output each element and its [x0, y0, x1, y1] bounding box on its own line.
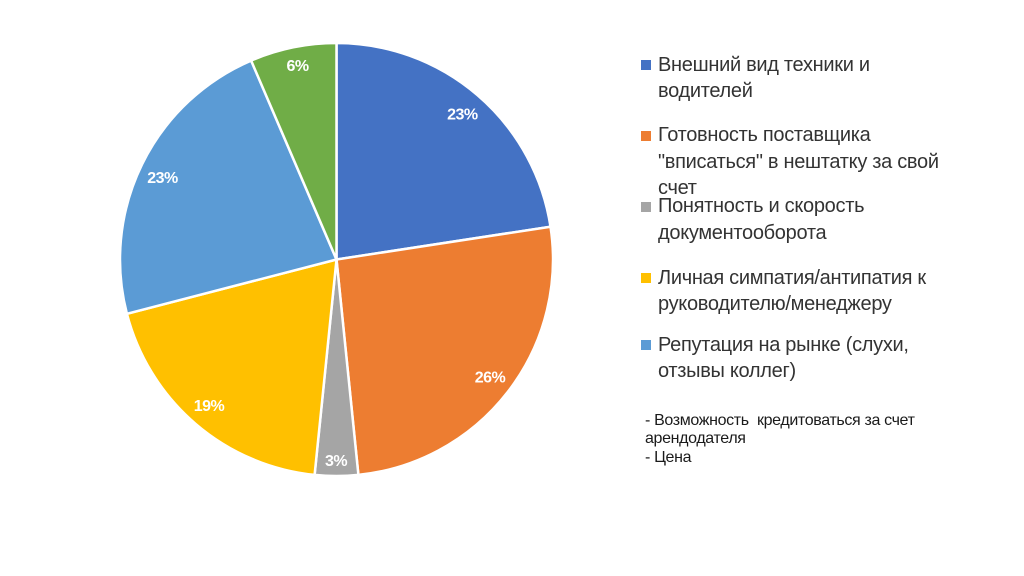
svg-text:19%: 19% [194, 398, 225, 415]
svg-text:26%: 26% [475, 369, 506, 386]
svg-text:23%: 23% [447, 107, 478, 124]
svg-text:23%: 23% [147, 170, 178, 187]
svg-text:6%: 6% [286, 58, 308, 75]
svg-text:3%: 3% [325, 453, 347, 470]
